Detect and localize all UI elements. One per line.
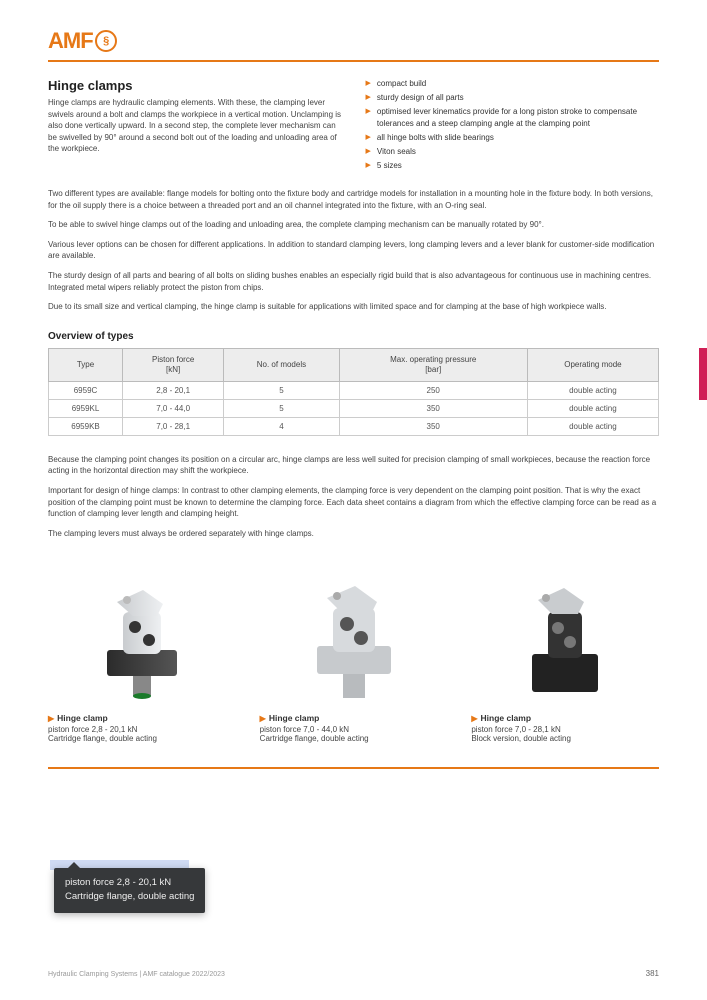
feature-list: ▶ compact build ▶ sturdy design of all par… bbox=[366, 78, 660, 172]
catalog-reference: Hydraulic Clamping Systems | AMF catalog… bbox=[48, 971, 225, 978]
clamp-icon bbox=[299, 572, 409, 702]
col-piston-force: Piston force[kN] bbox=[123, 348, 224, 381]
col-models: No. of models bbox=[224, 348, 339, 381]
body-p5: Due to its small size and vertical clamp… bbox=[48, 301, 659, 313]
more-p1: Because the clamping point changes its p… bbox=[48, 454, 659, 477]
bullet-arrow-icon: ▶ bbox=[366, 133, 371, 144]
bullet-arrow-icon: ▶ bbox=[366, 161, 371, 172]
brand-logo: AMF § bbox=[48, 28, 659, 54]
tooltip-line1: piston force 2,8 - 20,1 kN bbox=[65, 876, 194, 890]
table-header-row: Type Piston force[kN] No. of models Max.… bbox=[49, 348, 659, 381]
product-image bbox=[48, 567, 236, 707]
tooltip-line2: Cartridge flange, double acting bbox=[65, 890, 194, 904]
arrow-icon: ▶ bbox=[471, 714, 477, 723]
divider-top bbox=[48, 60, 659, 62]
feature-item: Viton seals bbox=[377, 146, 416, 158]
product-card: ▶Hinge clamp piston force 7,0 - 28,1 kN … bbox=[471, 567, 659, 743]
body-text: Two different types are available: flang… bbox=[48, 188, 659, 313]
product-image bbox=[471, 567, 659, 707]
product-card: ▶Hinge clamp piston force 7,0 - 44,0 kN … bbox=[260, 567, 448, 743]
table-row: 6959KL 7,0 - 44,0 5 350 double acting bbox=[49, 399, 659, 417]
product-subtitle: piston force 7,0 - 44,0 kN Cartridge fla… bbox=[260, 725, 448, 743]
table-row: 6959KB 7,0 - 28,1 4 350 double acting bbox=[49, 417, 659, 435]
section-tab-marker bbox=[699, 348, 707, 400]
product-title: ▶Hinge clamp bbox=[48, 713, 236, 723]
divider-bottom bbox=[48, 767, 659, 769]
bullet-arrow-icon: ▶ bbox=[366, 93, 371, 104]
body-p1: Two different types are available: flang… bbox=[48, 188, 659, 211]
bullet-arrow-icon: ▶ bbox=[366, 147, 371, 158]
arrow-icon: ▶ bbox=[48, 714, 54, 723]
more-p2: Important for design of hinge clamps: In… bbox=[48, 485, 659, 520]
logo-ring-icon: § bbox=[95, 30, 117, 52]
feature-item: 5 sizes bbox=[377, 160, 402, 172]
col-pressure: Max. operating pressure[bar] bbox=[339, 348, 527, 381]
feature-item: sturdy design of all parts bbox=[377, 92, 464, 104]
more-text: Because the clamping point changes its p… bbox=[48, 454, 659, 540]
annotation-tooltip: piston force 2,8 - 20,1 kN Cartridge fla… bbox=[54, 868, 205, 913]
product-subtitle: piston force 2,8 - 20,1 kN Cartridge fla… bbox=[48, 725, 236, 743]
page-number: 381 bbox=[646, 969, 659, 978]
feature-item: optimised lever kinematics provide for a… bbox=[377, 106, 659, 130]
product-title: ▶Hinge clamp bbox=[471, 713, 659, 723]
logo-text: AMF bbox=[48, 28, 93, 54]
page-title: Hinge clamps bbox=[48, 78, 342, 93]
body-p2: To be able to swivel hinge clamps out of… bbox=[48, 219, 659, 231]
body-p4: The sturdy design of all parts and beari… bbox=[48, 270, 659, 293]
table-row: 6959C 2,8 - 20,1 5 250 double acting bbox=[49, 381, 659, 399]
intro-paragraph: Hinge clamps are hydraulic clamping elem… bbox=[48, 97, 342, 155]
clamp-icon bbox=[87, 572, 197, 702]
bullet-arrow-icon: ▶ bbox=[366, 107, 371, 130]
overview-title: Overview of types bbox=[48, 331, 659, 342]
product-subtitle: piston force 7,0 - 28,1 kN Block version… bbox=[471, 725, 659, 743]
bullet-arrow-icon: ▶ bbox=[366, 79, 371, 90]
product-image bbox=[260, 567, 448, 707]
col-type: Type bbox=[49, 348, 123, 381]
product-card: ▶Hinge clamp piston force 2,8 - 20,1 kN … bbox=[48, 567, 236, 743]
types-table: Type Piston force[kN] No. of models Max.… bbox=[48, 348, 659, 436]
product-title: ▶Hinge clamp bbox=[260, 713, 448, 723]
feature-item: all hinge bolts with slide bearings bbox=[377, 132, 494, 144]
more-p3: The clamping levers must always be order… bbox=[48, 528, 659, 540]
feature-item: compact build bbox=[377, 78, 426, 90]
clamp-icon bbox=[510, 572, 620, 702]
arrow-icon: ▶ bbox=[260, 714, 266, 723]
body-p3: Various lever options can be chosen for … bbox=[48, 239, 659, 262]
col-mode: Operating mode bbox=[527, 348, 658, 381]
